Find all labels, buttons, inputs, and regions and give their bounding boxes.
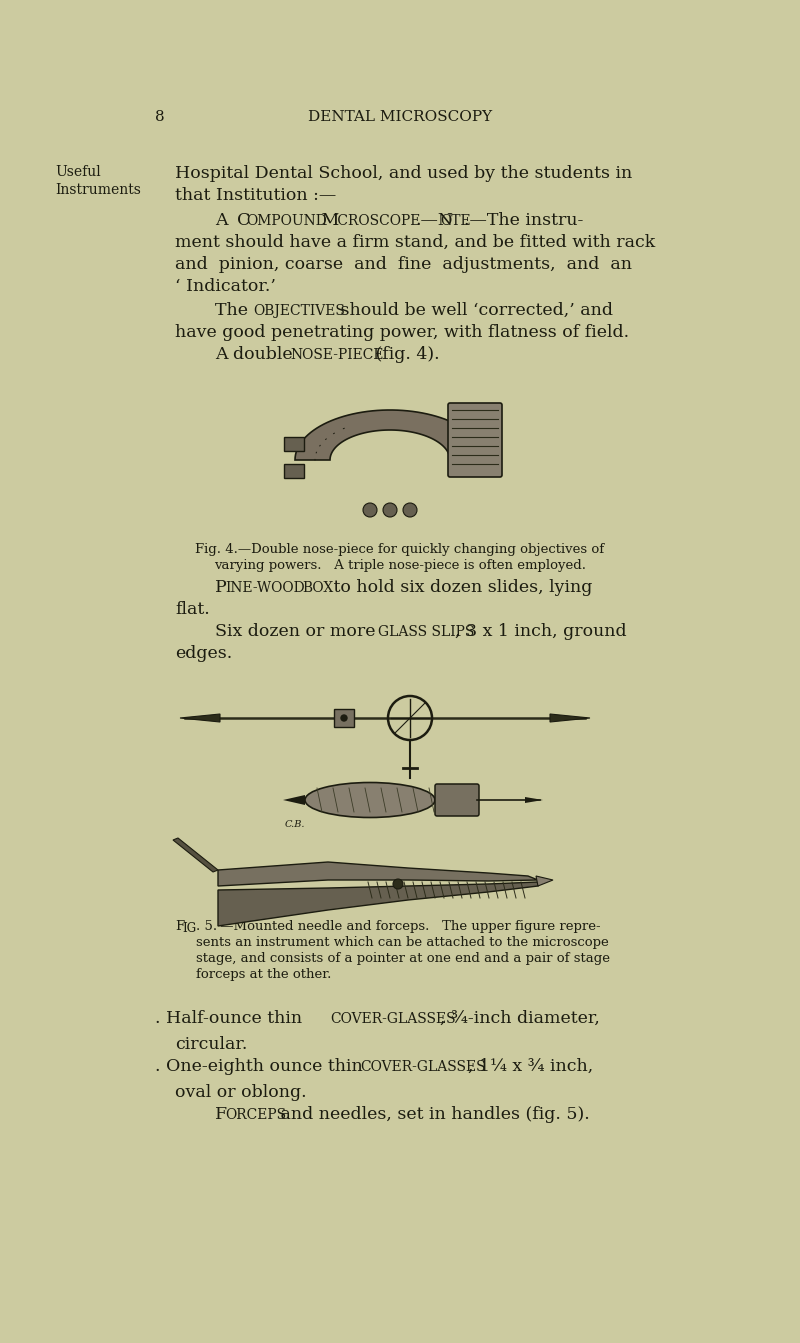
Circle shape (363, 504, 377, 517)
Text: P: P (215, 579, 226, 596)
Text: flat.: flat. (175, 602, 210, 618)
Text: edges.: edges. (175, 645, 232, 662)
Text: and needles, set in handles (fig. 5).: and needles, set in handles (fig. 5). (275, 1107, 590, 1123)
Text: forceps at the other.: forceps at the other. (196, 968, 331, 980)
Text: Instruments: Instruments (55, 183, 141, 197)
PathPatch shape (295, 410, 485, 461)
Polygon shape (525, 796, 543, 803)
Text: circular.: circular. (175, 1035, 247, 1053)
Text: NOSE-PIECE: NOSE-PIECE (290, 348, 383, 363)
Polygon shape (218, 882, 538, 927)
Text: . Half-ounce thin: . Half-ounce thin (155, 1010, 308, 1027)
Text: ‘ Indicator.’: ‘ Indicator.’ (175, 278, 276, 295)
Text: F: F (175, 920, 184, 933)
Circle shape (383, 504, 397, 517)
Text: , 1¼ x ¾ inch,: , 1¼ x ¾ inch, (468, 1058, 594, 1074)
Text: OMPOUND: OMPOUND (246, 214, 326, 228)
Text: .—The instru-: .—The instru- (464, 212, 583, 230)
Text: COVER-GLASSES: COVER-GLASSES (360, 1060, 486, 1074)
Text: that Institution :—: that Institution :— (175, 187, 336, 204)
Text: stage, and consists of a pointer at one end and a pair of stage: stage, and consists of a pointer at one … (196, 952, 610, 966)
Circle shape (393, 880, 403, 889)
Circle shape (341, 714, 347, 721)
Text: 8: 8 (155, 110, 165, 124)
Text: ICROSCOPE: ICROSCOPE (332, 214, 420, 228)
Text: have good penetrating power, with flatness of field.: have good penetrating power, with flatne… (175, 324, 629, 341)
Text: . One-eighth ounce thin: . One-eighth ounce thin (155, 1058, 368, 1074)
Text: GLASS SLIPS: GLASS SLIPS (378, 624, 474, 639)
Text: COVER-GLASSES: COVER-GLASSES (330, 1013, 456, 1026)
Text: to hold six dozen slides, lying: to hold six dozen slides, lying (328, 579, 592, 596)
Text: The: The (215, 302, 254, 320)
Text: OBJECTIVES: OBJECTIVES (253, 304, 345, 318)
Text: C.B.: C.B. (285, 821, 306, 829)
Polygon shape (536, 876, 553, 886)
Text: sents an instrument which can be attached to the microscope: sents an instrument which can be attache… (196, 936, 609, 950)
Text: —Mounted needle and forceps.   The upper figure repre-: —Mounted needle and forceps. The upper f… (216, 920, 601, 933)
Text: BOX: BOX (302, 582, 334, 595)
Text: Fig. 4.—Double nose-piece for quickly changing objectives of: Fig. 4.—Double nose-piece for quickly ch… (195, 543, 605, 556)
Text: . 5.: . 5. (196, 920, 217, 933)
Polygon shape (180, 714, 220, 723)
Text: OTE: OTE (440, 214, 470, 228)
Text: Useful: Useful (55, 165, 101, 179)
Text: ORCEPS: ORCEPS (225, 1108, 286, 1121)
FancyBboxPatch shape (284, 436, 304, 451)
Polygon shape (173, 838, 218, 872)
Text: DENTAL MICROSCOPY: DENTAL MICROSCOPY (308, 110, 492, 124)
Polygon shape (218, 862, 538, 886)
Text: A double: A double (215, 346, 298, 363)
FancyBboxPatch shape (334, 709, 354, 727)
Text: (fig. 4).: (fig. 4). (370, 346, 440, 363)
Ellipse shape (305, 783, 435, 818)
Text: Hospital Dental School, and used by the students in: Hospital Dental School, and used by the … (175, 165, 632, 183)
FancyBboxPatch shape (435, 784, 479, 817)
Text: varying powers.   A triple nose-piece is often employed.: varying powers. A triple nose-piece is o… (214, 559, 586, 572)
Text: F: F (215, 1107, 227, 1123)
Text: and  pinion, coarse  and  fine  adjustments,  and  an: and pinion, coarse and fine adjustments,… (175, 257, 632, 273)
Text: INE-WOOD: INE-WOOD (225, 582, 305, 595)
Polygon shape (283, 795, 305, 804)
Text: should be well ‘corrected,’ and: should be well ‘corrected,’ and (335, 302, 613, 320)
Text: , ¾-inch diameter,: , ¾-inch diameter, (440, 1010, 600, 1027)
Text: ment should have a firm stand, and be fitted with rack: ment should have a firm stand, and be fi… (175, 234, 655, 251)
Text: Six dozen or more: Six dozen or more (215, 623, 381, 641)
Text: , 3 x 1 inch, ground: , 3 x 1 inch, ground (455, 623, 626, 641)
Text: IG: IG (182, 923, 196, 935)
Polygon shape (550, 714, 590, 723)
Text: C: C (237, 212, 250, 230)
FancyBboxPatch shape (448, 403, 502, 477)
Text: M: M (316, 212, 339, 230)
Text: A: A (215, 212, 233, 230)
FancyBboxPatch shape (284, 463, 304, 478)
Text: .—N: .—N (415, 212, 453, 230)
Circle shape (403, 504, 417, 517)
Text: oval or oblong.: oval or oblong. (175, 1084, 306, 1101)
